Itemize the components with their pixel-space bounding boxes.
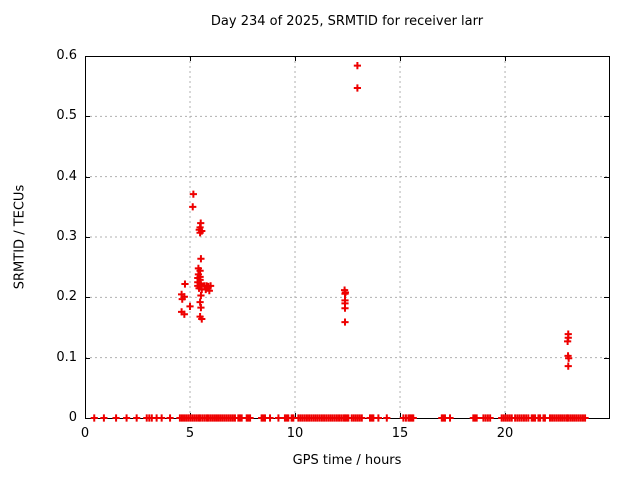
axis-tick-marks [85, 56, 609, 419]
y-tick-label: 0 [68, 410, 77, 425]
x-tick-label: 10 [286, 426, 304, 441]
y-tick-label: 0.2 [56, 289, 77, 305]
x-tick-label: 5 [185, 426, 195, 441]
x-axis-label: GPS time / hours [292, 453, 402, 468]
x-tick-label: 0 [80, 426, 90, 441]
y-tick-label: 0.5 [56, 108, 77, 124]
y-tick-label: 0.6 [56, 48, 77, 63]
chart-title: Day 234 of 2025, SRMTID for receiver lar… [210, 14, 484, 29]
gridlines [85, 56, 609, 418]
y-tick-label: 0.1 [56, 349, 77, 365]
data-point-markers [178, 62, 573, 370]
x-tick-label: 20 [496, 426, 514, 441]
baseline-rug-markers [90, 414, 589, 422]
x-tick-label: 15 [391, 426, 409, 441]
y-tick-label: 0.4 [56, 168, 77, 184]
y-tick-label: 0.3 [56, 229, 77, 244]
